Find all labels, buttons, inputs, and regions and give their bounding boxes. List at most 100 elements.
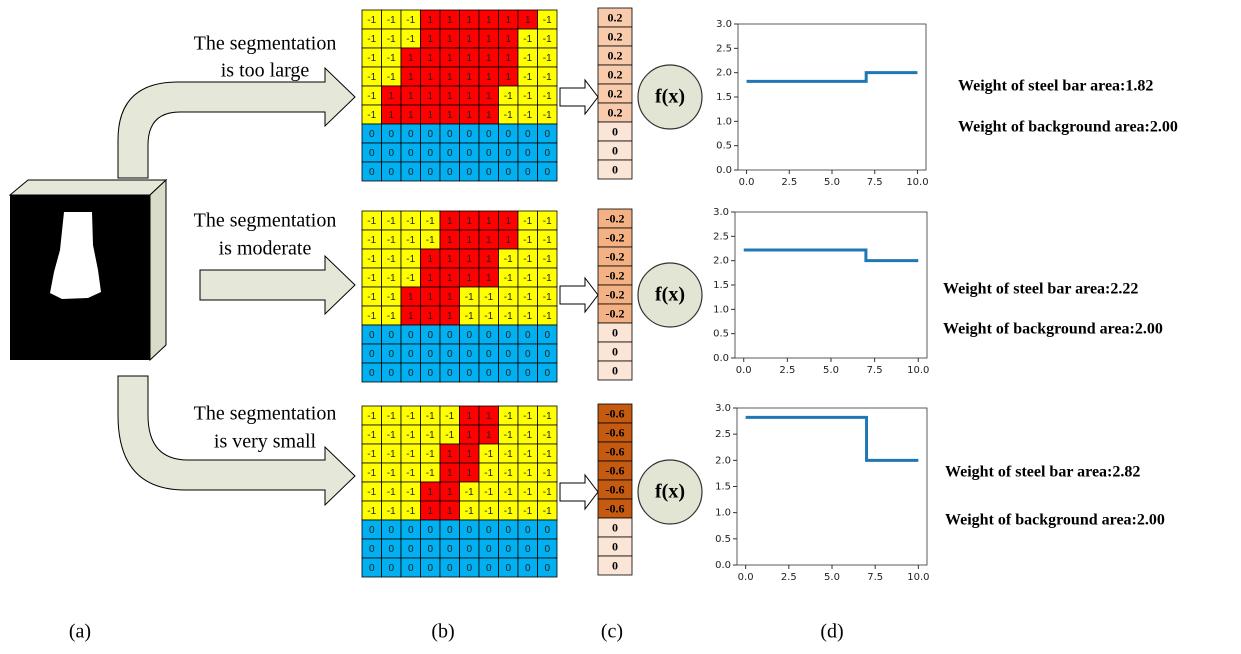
cell-value: 1 (408, 53, 414, 64)
cell-value: -1 (484, 449, 493, 460)
cell-value: -1 (543, 449, 552, 460)
column-cell (597, 555, 633, 576)
mask-shape (50, 212, 101, 299)
cell-value: 0 (505, 368, 511, 379)
column-value: 0.2 (608, 67, 623, 81)
cell-value: -1 (504, 254, 513, 265)
column-value: -0.6 (606, 444, 625, 458)
cell-value: -1 (426, 430, 435, 441)
cell-value: -1 (406, 468, 415, 479)
cell-value: 1 (447, 273, 453, 284)
cell-value: 1 (466, 411, 472, 422)
cell-value: 0 (427, 167, 433, 178)
cell-value: -1 (367, 254, 376, 265)
cell-value: 0 (466, 368, 472, 379)
y-tick-label: 0.5 (716, 141, 732, 152)
cell-value: 0 (369, 563, 375, 574)
line-series (743, 248, 919, 263)
cell-value: -1 (367, 430, 376, 441)
cell-value: 0 (486, 167, 492, 178)
cell-value: -1 (426, 411, 435, 422)
cell-value: 1 (486, 15, 492, 26)
cell-value: 1 (486, 216, 492, 227)
cell-value: -1 (523, 91, 532, 102)
caption: is too large (221, 60, 310, 82)
cell-value: 1 (466, 235, 472, 246)
cell-value: -1 (523, 292, 532, 303)
column-value: -0.2 (606, 306, 625, 320)
cell-value: 0 (388, 368, 394, 379)
cell-value: -1 (367, 91, 376, 102)
line-series (745, 415, 919, 462)
column-value: 0 (612, 143, 618, 157)
x-tick-label: 7.5 (867, 572, 883, 583)
cell-value: -1 (367, 506, 376, 517)
weight-text: Weight of background area:2.00 (945, 512, 1165, 529)
column-cell (597, 159, 633, 180)
cell-value: 0 (427, 330, 433, 341)
cell-value: 1 (427, 273, 433, 284)
cell-value: -1 (504, 273, 513, 284)
cell-value: 0 (525, 129, 531, 140)
cell-value: 0 (544, 368, 550, 379)
function-node (637, 262, 703, 328)
cell-value: -1 (426, 468, 435, 479)
cell-value: -1 (367, 15, 376, 26)
cell-value: -1 (406, 216, 415, 227)
cell-value: 0 (447, 167, 453, 178)
cell-value: -1 (523, 411, 532, 422)
cell-value: 1 (447, 254, 453, 265)
cell-value: 0 (544, 525, 550, 536)
cell-value: -1 (504, 91, 513, 102)
cell-value: 0 (486, 525, 492, 536)
cell-value: -1 (406, 449, 415, 460)
cell-value: 0 (408, 544, 414, 555)
line-series (746, 71, 918, 83)
y-tick-label: 2.0 (715, 455, 731, 466)
cell-value: 1 (447, 15, 453, 26)
cell-value: 0 (525, 349, 531, 360)
cell-value: 1 (408, 91, 414, 102)
cell-value: -1 (406, 15, 415, 26)
column-value: 0.2 (608, 48, 623, 62)
column-value: -0.2 (606, 230, 625, 244)
cell-value: -1 (543, 411, 552, 422)
cell-value: -1 (523, 430, 532, 441)
cell-value: 0 (447, 330, 453, 341)
cell-value: 0 (408, 349, 414, 360)
y-tick-label: 1.5 (716, 92, 732, 103)
cell-value: -1 (523, 487, 532, 498)
cell-value: 0 (408, 368, 414, 379)
x-tick-label: 0.0 (738, 572, 754, 583)
cell-value: -1 (543, 273, 552, 284)
cell-value: 0 (388, 563, 394, 574)
panel-caption: (a) (69, 621, 91, 643)
cell-value: -1 (543, 506, 552, 517)
y-tick-label: 1.0 (713, 304, 729, 315)
cube-side (149, 178, 167, 362)
column-value: -0.6 (606, 406, 625, 420)
cell-value: -1 (543, 292, 552, 303)
small-arrow (559, 276, 599, 314)
cell-value: 1 (486, 34, 492, 45)
cell-value: 1 (447, 506, 453, 517)
grid-cell (537, 161, 558, 182)
cell-value: 1 (388, 91, 394, 102)
cell-value: 1 (486, 273, 492, 284)
y-tick-label: 0.5 (713, 329, 729, 340)
cell-value: -1 (387, 235, 396, 246)
cell-value: 1 (466, 468, 472, 479)
y-tick-label: 0.0 (713, 353, 729, 364)
column-value: 0.2 (608, 10, 623, 24)
small-arrow (559, 78, 599, 116)
cell-value: 0 (466, 525, 472, 536)
cell-value: 1 (427, 292, 433, 303)
cell-value: -1 (367, 411, 376, 422)
cell-value: -1 (523, 235, 532, 246)
cell-value: 1 (486, 411, 492, 422)
x-tick-label: 5.0 (824, 572, 840, 583)
x-tick-label: 10.0 (907, 365, 929, 376)
cell-value: 0 (505, 148, 511, 159)
x-tick-label: 7.5 (867, 177, 883, 188)
cell-value: 1 (427, 72, 433, 83)
